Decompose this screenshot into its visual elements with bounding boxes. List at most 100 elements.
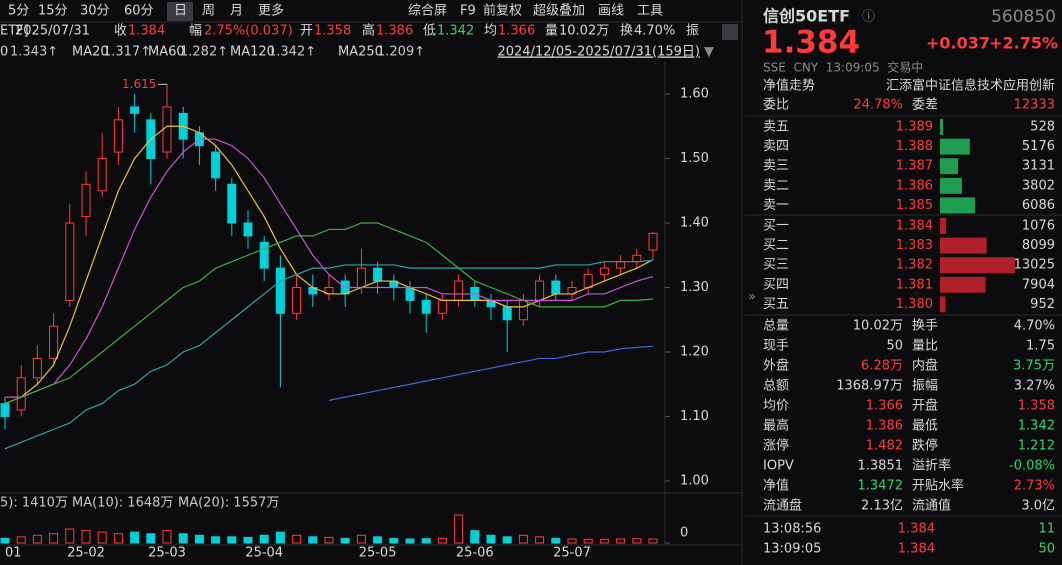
stat-label: 量比 [912,339,938,354]
info-item: 开 [300,24,313,39]
volume-bar [211,536,221,544]
order-bar [940,158,959,175]
diff: 12333 [1014,98,1055,113]
nav-trend[interactable]: 净值走势 [763,78,815,94]
range-dropdown[interactable]: ▼ [704,45,714,60]
order-bar [940,177,962,194]
volume-bar [65,528,75,544]
stat-value: 2.73% [1014,479,1055,494]
volume-bar [259,534,269,544]
y-tick-label: 1.60 [680,87,709,102]
info-item: 振 [686,24,699,39]
info-item: 高 [362,23,375,39]
period-tab[interactable]: 月 [230,4,243,19]
info-item: 10.02万 [559,24,609,39]
tool-button[interactable]: F9 [460,4,476,19]
stat-value: 1.75 [1026,339,1055,354]
period-tab[interactable]: 日 [174,4,187,19]
volume-bar [308,536,318,544]
volume-bar [583,538,593,544]
order-label: 买四 [763,277,789,292]
candle-body [551,280,561,295]
volume-bar [551,537,561,544]
candle-body [535,280,545,301]
collapse-button[interactable]: » [748,290,756,305]
volume-bar [599,538,609,544]
volume-bar [146,533,156,544]
stat-label: 最高 [763,418,789,434]
fund-name: 信创50ETF [763,7,850,26]
y-tick-label: 1.00 [680,473,709,488]
price: 1.384 [762,25,860,61]
info-item: 均 [484,24,497,39]
volume-bar [130,531,140,544]
tool-button[interactable]: 超级叠加 [533,4,585,19]
stat-value: 1.358 [1018,399,1055,414]
fund-full-name: 汇添富中证信息技术应用创新 [886,78,1055,94]
stat-value: 3.27% [1014,379,1055,394]
period-tab[interactable]: 30分 [80,4,110,19]
range-label[interactable]: 2024/12/05-2025/07/31(159日) [497,45,700,60]
info-item: 1.384 [128,24,165,39]
candle-body [518,299,528,321]
stat-label: 最低 [912,419,938,434]
volume-bar [340,537,350,544]
stat-value: 3.0亿 [1021,499,1055,514]
candle-body [49,325,59,359]
ma-line [5,138,654,398]
period-tab[interactable]: 5分 [8,4,29,19]
y-tick-label: 1.50 [680,151,709,166]
trade-price: 1.384 [898,542,935,557]
stat-value: 1.482 [866,439,903,454]
info-item: 1.366 [498,24,535,39]
volume-bar [81,530,91,544]
stat-value: 6.28万 [861,359,903,374]
period-tab[interactable]: 更多 [258,3,284,19]
candle-body [81,183,91,218]
candle-body [616,261,626,269]
stat-label: 换手 [912,319,938,334]
period-tab[interactable]: 60分 [124,4,154,19]
candle-body [16,377,26,411]
candle-body [437,299,447,314]
order-volume: 528 [1030,120,1055,135]
trade-volume: 50 [1038,542,1055,557]
candle-body [292,286,302,314]
candle-body [275,267,285,314]
stat-value: 1.3851 [858,459,904,474]
order-price: 1.383 [896,238,933,253]
icon[interactable] [722,24,738,40]
order-volume: 1076 [1022,219,1055,234]
period-tab[interactable]: 周 [202,4,215,19]
tool-button[interactable]: 工具 [637,4,663,19]
y-tick-label: 1.20 [680,344,709,359]
order-label: 卖四 [763,139,789,154]
volume-bar [292,534,302,544]
volume-bar [0,537,10,544]
volume-bar [275,531,285,544]
order-label: 买一 [763,219,789,234]
order-label: 买二 [763,238,789,253]
order-label: 卖二 [763,178,789,193]
tool-button[interactable]: 综合屏 [408,4,447,19]
x-tick-label: 25-06 [456,546,494,561]
candle-body [65,222,75,301]
candle-body [502,306,512,321]
volume-bar [389,537,399,544]
volume-bar [243,536,253,544]
tool-button[interactable]: 画线 [598,4,624,19]
order-label: 卖三 [763,159,789,174]
stat-value: 1368.97万 [836,379,903,394]
info-item: ETF] [0,24,29,39]
volume-bar [648,538,658,544]
stat-label: 总量 [763,319,789,334]
volume-legend: 5): 1410万 [0,496,68,511]
order-price: 1.381 [896,277,933,292]
info-icon[interactable]: ⓘ [862,10,875,25]
candle-body [599,267,609,276]
y-tick-label: 1.10 [680,409,709,424]
period-tab[interactable]: 15分 [38,4,68,19]
candle-body [162,106,172,153]
legend-value: 1.282↑ [180,45,228,60]
tool-button[interactable]: 前复权 [483,3,522,19]
